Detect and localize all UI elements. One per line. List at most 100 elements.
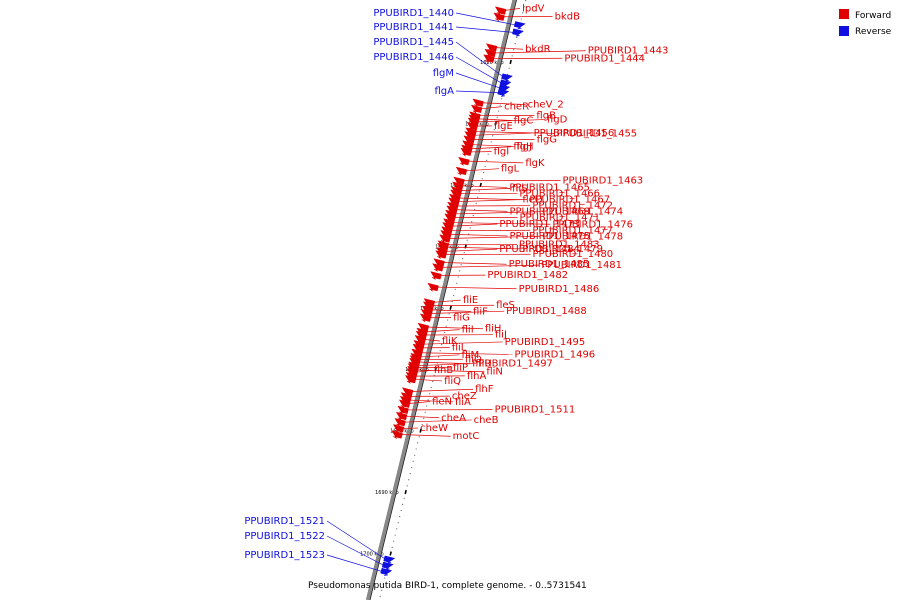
minor-tick (493, 129, 495, 131)
forward-gene-label: PPUBIRD1_1477 (532, 225, 613, 236)
forward-gene-arrow (391, 430, 403, 439)
forward-callout-line (503, 8, 521, 11)
forward-gene-label: cheR (504, 102, 529, 113)
forward-callout-line (451, 222, 551, 225)
minor-tick (496, 116, 498, 118)
minor-tick (454, 288, 456, 290)
minor-tick (444, 331, 446, 333)
gene-layer (380, 6, 526, 576)
minor-tick (433, 374, 435, 376)
reverse-callout-line (455, 56, 503, 84)
forward-callout-line (445, 246, 521, 250)
forward-callout-line (430, 309, 472, 312)
forward-gene-label: PPUBIRD1_1466 (519, 188, 600, 199)
forward-gene-label: fliR (475, 358, 491, 369)
forward-gene-label: PPUBIRD1_1478 (542, 231, 623, 242)
reverse-gene-arrow (512, 28, 525, 37)
forward-gene-arrow (472, 98, 484, 108)
minor-tick (423, 417, 425, 419)
tick-label: 1700 kbp (360, 551, 384, 557)
minor-tick (394, 534, 396, 536)
forward-gene-label: flgI (494, 147, 510, 158)
forward-gene-label: PPUBIRD1_1474 (542, 207, 623, 218)
reverse-gene-label: PPUBIRD1_1523 (244, 550, 325, 561)
legend-swatch-reverse (839, 26, 849, 36)
legend-swatch-forward (839, 9, 849, 19)
forward-gene-label: fliJ (495, 330, 507, 341)
forward-gene-label: PPUBIRD1_1476 (552, 219, 633, 230)
forward-gene-label: lpdV (522, 3, 544, 14)
minor-tick (379, 595, 381, 598)
minor-tick (409, 473, 411, 475)
minor-tick (486, 159, 488, 161)
minor-tick (442, 337, 444, 340)
forward-gene-label: PPUBIRD1_1463 (563, 176, 644, 187)
forward-gene-arrow (394, 418, 406, 427)
forward-callout-line (404, 415, 440, 419)
minor-tick (418, 436, 420, 438)
major-tick (494, 121, 497, 126)
minor-tick (414, 454, 416, 456)
forward-gene-label: flgL (501, 164, 520, 175)
forward-callout-line (410, 388, 474, 392)
forward-callout-line (425, 326, 483, 330)
forward-gene-label: cheA (441, 413, 466, 424)
forward-callout-line (407, 399, 453, 403)
reverse-gene-label: PPUBIRD1_1441 (373, 22, 454, 33)
forward-callout-line (418, 354, 460, 358)
forward-gene-arrow (455, 166, 468, 176)
forward-gene-arrow (398, 399, 411, 409)
forward-callout-line (417, 361, 471, 365)
forward-gene-label: PPUBIRD1_1473 (499, 219, 580, 230)
forward-gene-label: PPUBIRD1_1479 (522, 244, 603, 255)
forward-gene-label: PPUBIRD1_1467 (529, 194, 610, 205)
forward-gene-arrow (493, 12, 505, 22)
minor-tick (399, 516, 401, 518)
forward-gene-label: flgC (514, 115, 534, 126)
forward-callout-line (450, 223, 498, 227)
reverse-callout-line (326, 520, 387, 560)
forward-gene-label: PPUBIRD1_1488 (506, 306, 587, 317)
genome-backbone (366, 0, 517, 600)
forward-gene-label: flgE (494, 121, 513, 132)
forward-gene-label: flgB (536, 110, 556, 121)
forward-gene-label: motC (453, 431, 480, 442)
minor-tick (384, 577, 386, 579)
minor-tick (466, 239, 468, 241)
forward-gene-arrow (432, 263, 444, 272)
forward-gene-label: bkdB (555, 12, 580, 23)
minor-tick (490, 141, 492, 143)
forward-gene-label: PPUBIRD1_1486 (519, 284, 600, 295)
forward-gene-label: flgJ (516, 142, 532, 153)
minor-tick (391, 546, 393, 548)
minor-tick (396, 528, 398, 530)
minor-tick (522, 12, 524, 14)
forward-callout-line (470, 144, 512, 147)
minor-tick (475, 202, 477, 204)
forward-gene-label: cheV_2 (528, 100, 564, 111)
minor-tick (432, 380, 434, 383)
forward-gene-label: fliG (453, 313, 470, 324)
forward-callout-line (460, 185, 508, 188)
reverse-gene-label: flgM (433, 68, 454, 79)
forward-gene-label: flgK (525, 158, 545, 169)
backbone-edge (369, 0, 517, 600)
forward-gene-label: fliH (485, 324, 502, 335)
reverse-gene-arrow (513, 21, 526, 30)
minor-tick (429, 393, 431, 395)
forward-callout-line (469, 146, 515, 150)
minor-tick (516, 36, 518, 39)
forward-gene-label: flgH (513, 141, 533, 152)
forward-callout-line (422, 338, 440, 342)
forward-callout-line (421, 341, 503, 345)
forward-gene-label: PPUBIRD1_1469 (509, 206, 590, 217)
forward-gene-label: flgD (547, 115, 568, 126)
forward-gene-label: PPUBIRD1_1472 (532, 201, 613, 212)
minor-tick (520, 18, 522, 20)
forward-gene-label: fleN (432, 397, 452, 408)
minor-tick (487, 153, 489, 155)
forward-gene-arrow (470, 104, 483, 114)
forward-callout-line (440, 264, 540, 268)
forward-callout-line (448, 233, 508, 237)
